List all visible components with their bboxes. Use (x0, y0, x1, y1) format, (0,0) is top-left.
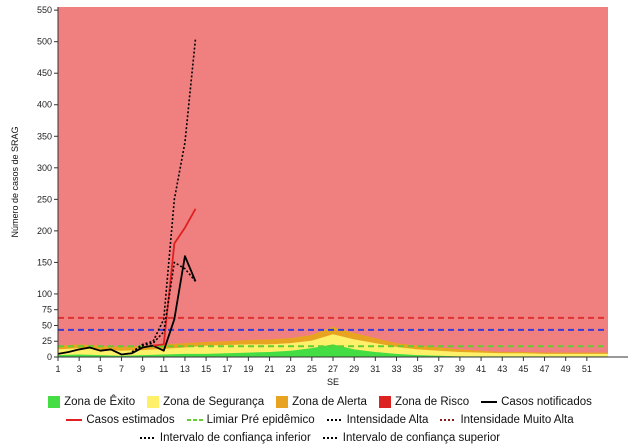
legend-item: Zona de Alerta (276, 396, 367, 408)
x-tick-label-25: 51 (582, 364, 592, 374)
y-tick-label-10: 400 (37, 100, 52, 110)
x-tick-label-23: 47 (540, 364, 550, 374)
x-tick-label-19: 39 (455, 364, 465, 374)
legend-swatch (48, 396, 61, 408)
series-line-2 (131, 261, 197, 354)
y-axis-label: Número de casos de SRAG (10, 126, 20, 237)
legend-row-1: Casos estimados Limiar Pré epidêmico Inten… (0, 411, 640, 429)
legend-label: Zona de Segurança (163, 396, 265, 408)
legend-item: Intensidade Muito Alta (440, 414, 574, 426)
x-tick-label-18: 37 (434, 364, 444, 374)
y-tick-label-11: 450 (37, 68, 52, 78)
legend-row-0: Zona de Êxito Zona de Segurança Zona de Al… (0, 393, 640, 411)
x-tick-label-4: 9 (140, 364, 145, 374)
legend-item: Intervalo de confiança inferior (139, 432, 311, 444)
zone-risco-background (58, 7, 608, 357)
legend-swatch (440, 419, 457, 421)
legend-row-2: Intervalo de confiança inferior Intervalo… (0, 429, 640, 447)
x-tick-label-15: 31 (370, 364, 380, 374)
plot-area (57, 7, 608, 357)
x-tick-label-21: 43 (497, 364, 507, 374)
legend-swatch (66, 419, 83, 421)
legend: Zona de Êxito Zona de Segurança Zona de Al… (0, 393, 640, 447)
legend-label: Intervalo de confiança inferior (159, 432, 311, 444)
x-tick-label-7: 15 (201, 364, 211, 374)
x-axis-label: SE (327, 377, 339, 387)
legend-item: Zona de Êxito (48, 396, 135, 408)
y-tick-label-6: 200 (37, 226, 52, 236)
legend-swatch (276, 396, 289, 408)
y-tick-label-2: 50 (42, 320, 52, 330)
legend-label: Intensidade Alta (346, 414, 429, 426)
legend-label: Zona de Alerta (292, 396, 367, 408)
legend-label: Casos notificados (501, 396, 592, 408)
y-tick-label-1: 25 (42, 336, 52, 346)
zone-area-2 (58, 344, 608, 357)
legend-swatch (326, 419, 343, 421)
x-tick-label-0: 1 (55, 364, 60, 374)
legend-item: Intensidade Alta (326, 414, 429, 426)
series-line-0 (57, 255, 197, 356)
legend-label: Intervalo de confiança superior (342, 432, 501, 444)
legend-item: Limiar Pré epidêmico (186, 414, 315, 426)
legend-swatch (322, 437, 339, 439)
x-tick-label-13: 27 (328, 364, 338, 374)
legend-swatch (186, 419, 203, 421)
x-tick-label-5: 11 (159, 364, 168, 374)
x-tick-label-20: 41 (476, 364, 486, 374)
series-line-1 (153, 208, 197, 347)
legend-item: Zona de Segurança (147, 396, 264, 408)
legend-label: Casos estimados (86, 414, 175, 426)
x-tick-label-11: 23 (286, 364, 296, 374)
y-tick-label-3: 75 (42, 305, 52, 315)
legend-swatch (139, 437, 156, 439)
legend-label: Zona de Risco (394, 396, 470, 408)
x-tick-label-9: 19 (243, 364, 253, 374)
legend-item: Zona de Risco (378, 396, 470, 408)
legend-item: Casos estimados (66, 414, 175, 426)
x-tick-label-17: 35 (413, 364, 423, 374)
y-tick-label-9: 350 (37, 131, 52, 141)
legend-label: Limiar Pré epidêmico (206, 414, 315, 426)
y-tick-label-8: 300 (37, 163, 52, 173)
y-tick-label-7: 250 (37, 194, 52, 204)
legend-label: Intensidade Muito Alta (460, 414, 574, 426)
x-tick-label-2: 5 (98, 364, 103, 374)
y-tick-label-4: 100 (37, 289, 52, 299)
y-tick-label-5: 150 (37, 257, 52, 267)
x-tick-label-14: 29 (349, 364, 359, 374)
y-tick-label-12: 500 (37, 37, 52, 47)
x-tick-label-3: 7 (119, 364, 124, 374)
legend-swatch (147, 396, 160, 408)
x-tick-label-6: 13 (180, 364, 190, 374)
y-tick-label-13: 550 (37, 5, 52, 15)
legend-swatch (378, 396, 391, 408)
x-tick-label-24: 49 (561, 364, 571, 374)
x-tick-label-22: 45 (518, 364, 528, 374)
legend-swatch (481, 401, 498, 403)
x-tick-label-10: 21 (265, 364, 275, 374)
legend-item: Intervalo de confiança superior (322, 432, 501, 444)
x-tick-label-1: 3 (77, 364, 82, 374)
x-tick-label-12: 25 (307, 364, 317, 374)
y-tick-label-0: 0 (47, 352, 52, 362)
series-line-3 (131, 38, 197, 353)
x-tick-label-8: 17 (222, 364, 232, 374)
legend-item: Casos notificados (481, 396, 592, 408)
x-tick-label-16: 33 (391, 364, 401, 374)
legend-label: Zona de Êxito (64, 396, 136, 408)
